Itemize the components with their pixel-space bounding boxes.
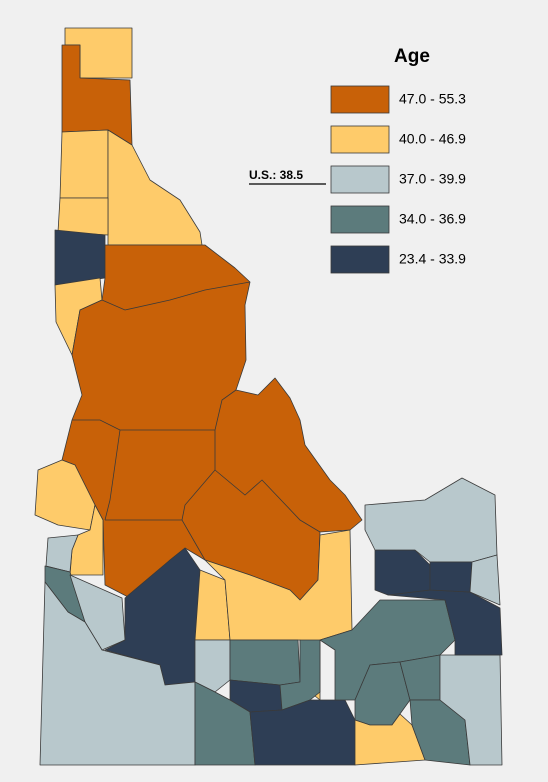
- county: [364, 477, 498, 563]
- legend: 47.0 - 55.3 40.0 - 46.9 37.0 - 39.9 34.0 - …: [330, 85, 466, 274]
- legend-swatch: [330, 165, 390, 194]
- legend-swatch: [330, 125, 390, 154]
- county: [45, 534, 79, 573]
- county-border: [214, 469, 321, 533]
- legend-swatch: [330, 205, 390, 234]
- county-border: [101, 281, 251, 311]
- legend-swatch: [330, 245, 390, 274]
- county-border: [104, 429, 121, 521]
- county: [59, 129, 109, 199]
- legend-label: 23.4 - 33.9: [399, 251, 466, 267]
- county: [39, 581, 196, 766]
- us-annotation: U.S.: 38.5: [249, 168, 303, 182]
- county: [69, 574, 126, 651]
- county: [194, 639, 231, 693]
- counties: [34, 27, 503, 766]
- county: [229, 639, 301, 686]
- county: [54, 229, 106, 286]
- legend-label: 37.0 - 39.9: [399, 171, 466, 187]
- county: [107, 129, 203, 246]
- county: [61, 244, 363, 601]
- legend-label: 47.0 - 55.3: [399, 91, 466, 107]
- legend-swatch: [330, 85, 390, 114]
- county: [469, 554, 501, 606]
- county-border: [105, 519, 206, 561]
- county-border: [72, 419, 121, 431]
- county: [249, 699, 356, 766]
- county: [374, 549, 431, 596]
- county-border: [214, 389, 237, 431]
- legend-title: Age: [394, 46, 430, 67]
- legend-label: 40.0 - 46.9: [399, 131, 466, 147]
- legend-label: 34.0 - 36.9: [399, 211, 466, 227]
- county: [429, 561, 473, 593]
- county: [354, 713, 426, 766]
- county: [57, 197, 109, 236]
